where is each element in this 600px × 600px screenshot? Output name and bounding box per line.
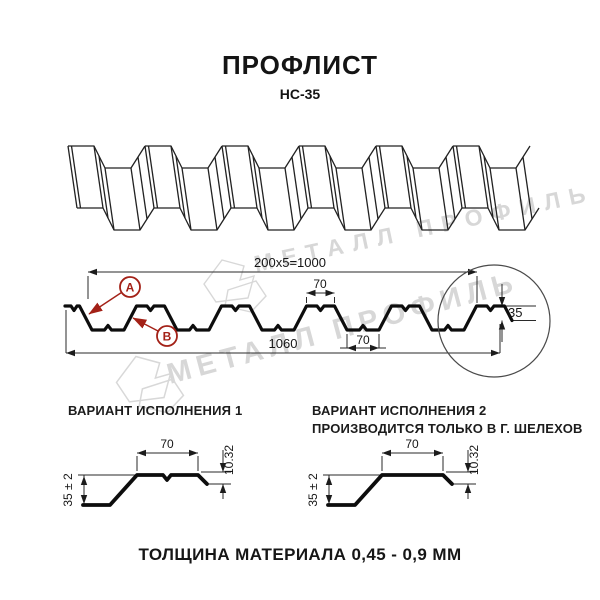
variant1-drawing: 70 10.32 35 ± 2 (61, 437, 236, 507)
dim-cover-width: 200x5=1000 (254, 255, 326, 270)
variant1-dim-top-width: 70 (160, 437, 174, 451)
marker-b: B (132, 317, 178, 347)
variant1-profile-line (81, 473, 209, 507)
variant2-dim-height: 35 ± 2 (306, 473, 320, 507)
dim-full-width: 1060 (269, 336, 298, 351)
page-title: ПРОФЛИСТ (221, 50, 379, 80)
marker-b-letter: B (163, 330, 172, 344)
marker-a: A (88, 276, 141, 315)
variant1-label: ВАРИАНТ ИСПОЛНЕНИЯ 1 (68, 403, 243, 418)
profile-cross-section-line (63, 304, 514, 332)
variant1-dim-edge-depth: 10.32 (222, 445, 236, 475)
variant2-dim-top-width: 70 (405, 437, 419, 451)
detail-circle (437, 264, 551, 378)
variant2-label-line2: ПРОИЗВОДИТСЯ ТОЛЬКО В Г. ШЕЛЕХОВ (312, 421, 583, 436)
variant1-dim-height: 35 ± 2 (61, 473, 75, 507)
dim-height: 35 (508, 305, 522, 320)
marker-a-letter: A (126, 281, 135, 295)
variant2-drawing: 70 10.32 35 ± 2 (306, 437, 481, 507)
dim-valley-width: 70 (356, 333, 370, 347)
watermark-text-lower: МЕТАЛЛ ПРОФИЛЬ (164, 266, 523, 391)
dim-crest-width: 70 (313, 277, 327, 291)
material-thickness-note: ТОЛЩИНА МАТЕРИАЛА 0,45 - 0,9 ММ (138, 545, 462, 564)
profile-model-code: НС-35 (279, 86, 321, 102)
variant2-dim-edge-depth: 10.32 (467, 445, 481, 475)
cross-section: 200x5=1000 70 70 1060 35 A B (63, 255, 551, 378)
variant2-profile-line (326, 473, 454, 507)
variant2-label-line1: ВАРИАНТ ИСПОЛНЕНИЯ 2 (312, 403, 487, 418)
variant2-label: ВАРИАНТ ИСПОЛНЕНИЯ 2 ПРОИЗВОДИТСЯ ТОЛЬКО… (312, 402, 592, 438)
